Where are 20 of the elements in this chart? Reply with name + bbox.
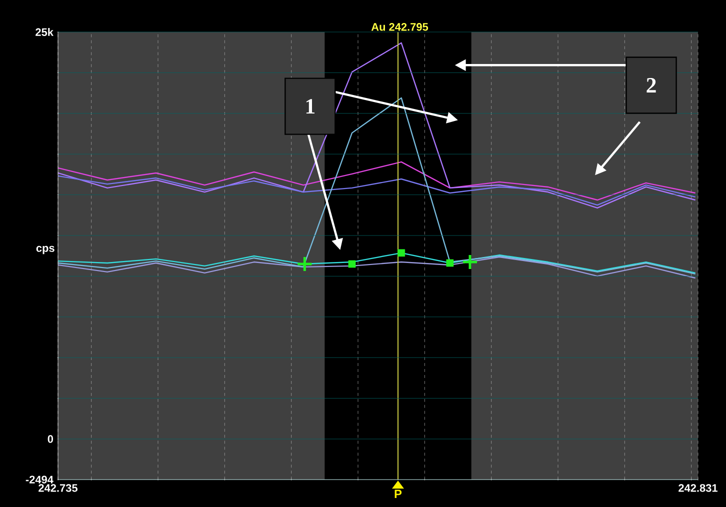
- line-series: [57, 175, 696, 206]
- line-series: [57, 256, 696, 279]
- annotation: 2: [646, 78, 656, 93]
- y-axis-title: cps: [36, 246, 54, 254]
- point: [462, 254, 478, 270]
- y-tick-label: -2494: [26, 476, 54, 484]
- x-tick-label: 242.735: [38, 484, 78, 492]
- y-tick-label: 0: [48, 435, 54, 443]
- x-tick-label: 242.831: [678, 484, 718, 492]
- point: [348, 260, 356, 268]
- annotation: 1: [306, 99, 315, 114]
- line-series: [57, 161, 696, 201]
- ref-line-label: P: [394, 490, 402, 498]
- chart-title: Au 242.795: [371, 23, 428, 31]
- point: [446, 259, 454, 267]
- y-tick-label: 25k: [36, 28, 54, 36]
- point: [398, 249, 406, 257]
- line-series: [57, 97, 696, 275]
- line-series: [57, 42, 696, 209]
- point: [296, 256, 313, 272]
